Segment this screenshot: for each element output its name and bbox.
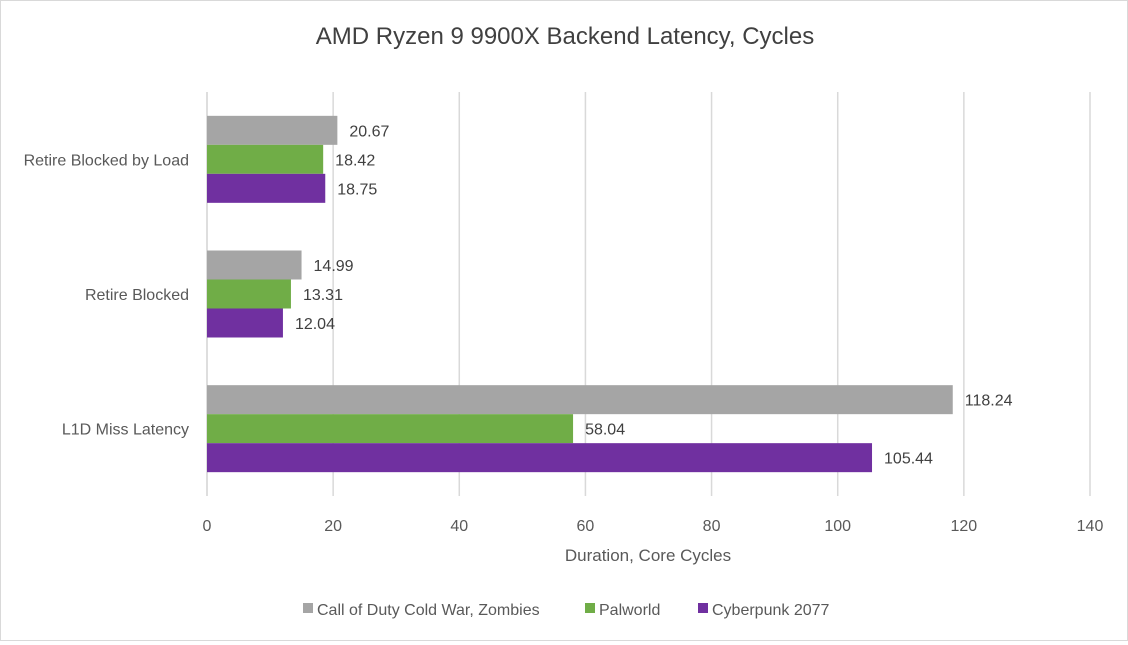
data-label: 13.31: [303, 287, 343, 304]
x-tick-label: 40: [450, 518, 468, 535]
data-label: 58.04: [585, 422, 625, 439]
x-axis-title: Duration, Core Cycles: [565, 546, 731, 565]
bar: [207, 173, 326, 203]
bar: [207, 115, 338, 145]
x-axis-ticks: 0 20 40 60 80 100 120 140: [203, 518, 1104, 535]
data-label: 12.04: [295, 316, 335, 333]
data-label: 14.99: [314, 258, 354, 275]
x-tick-label: 140: [1077, 518, 1104, 535]
x-tick-label: 0: [203, 518, 212, 535]
bars: [207, 115, 953, 473]
legend: Call of Duty Cold War, Zombies Palworld Cy…: [303, 602, 830, 619]
legend-swatch: [585, 603, 595, 613]
data-labels: 20.67 18.42 18.75 14.99 13.31 12.04 118.24 58.0…: [295, 123, 1013, 467]
data-label: 105.44: [884, 451, 933, 468]
legend-label: Cyberpunk 2077: [712, 602, 830, 619]
data-label: 18.75: [337, 181, 377, 198]
bar: [207, 385, 953, 415]
data-label: 18.42: [335, 152, 375, 169]
bar: [207, 414, 574, 444]
bar: [207, 144, 324, 174]
chart-title: AMD Ryzen 9 9900X Backend Latency, Cycle…: [316, 23, 814, 50]
x-tick-label: 20: [324, 518, 342, 535]
data-label: 118.24: [965, 393, 1013, 410]
legend-label: Palworld: [599, 602, 660, 619]
legend-swatch: [698, 603, 708, 613]
category-label: L1D Miss Latency: [62, 422, 189, 439]
bar: [207, 443, 873, 473]
x-tick-label: 100: [824, 518, 851, 535]
category-label: Retire Blocked: [85, 287, 189, 304]
category-label: Retire Blocked by Load: [24, 152, 189, 169]
bar: [207, 250, 302, 280]
bar: [207, 308, 283, 338]
legend-swatch: [303, 603, 313, 613]
data-label: 20.67: [349, 123, 389, 140]
bar: [207, 279, 291, 309]
x-tick-label: 60: [577, 518, 595, 535]
category-labels: Retire Blocked by Load Retire Blocked L1D …: [24, 152, 189, 438]
legend-label: Call of Duty Cold War, Zombies: [317, 602, 540, 619]
x-tick-label: 120: [951, 518, 978, 535]
x-tick-label: 80: [703, 518, 721, 535]
